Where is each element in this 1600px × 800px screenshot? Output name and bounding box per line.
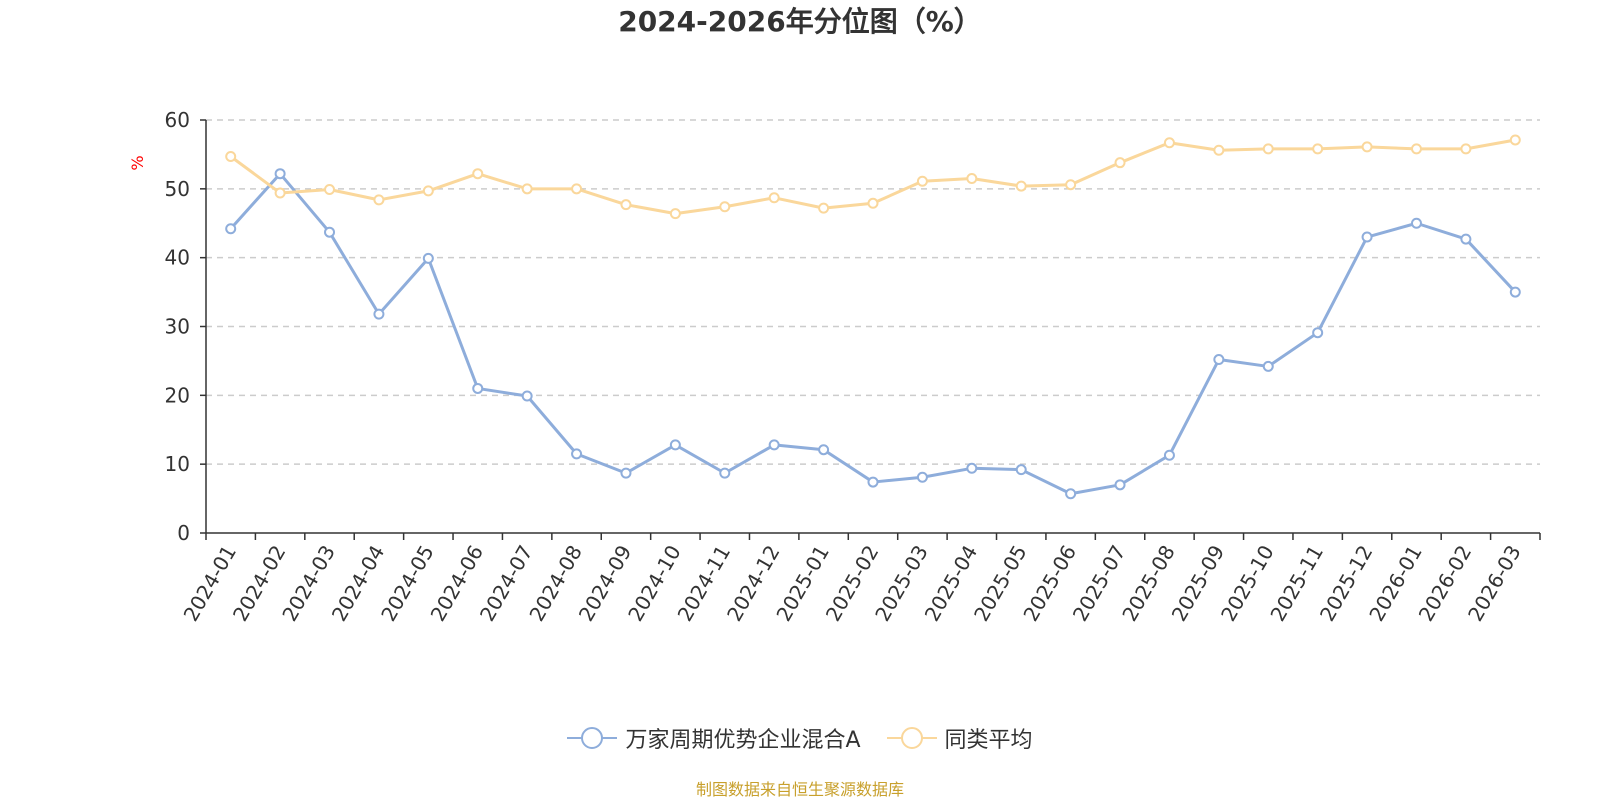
chart-title: 2024-2026年分位图（%） — [618, 5, 982, 38]
data-point-series-1 — [1065, 179, 1077, 191]
legend-label-fund: 万家周期优势企业混合A — [625, 728, 861, 753]
data-point-series-1 — [373, 194, 385, 206]
data-point-series-1 — [1312, 143, 1324, 155]
data-point-series-0 — [521, 390, 533, 402]
data-point-series-0 — [274, 168, 286, 180]
data-point-series-0 — [1410, 217, 1422, 229]
y-tick-label: 60 — [165, 108, 190, 132]
data-point-series-0 — [1065, 488, 1077, 500]
y-tick-label: 10 — [165, 452, 190, 476]
axes — [200, 119, 1541, 540]
data-point-series-1 — [521, 183, 533, 195]
data-point-series-1 — [620, 199, 632, 211]
data-point-series-1 — [571, 183, 583, 195]
legend-label-peer-average: 同类平均 — [944, 728, 1033, 753]
data-point-series-1 — [916, 175, 928, 187]
data-point-series-0 — [1213, 354, 1225, 366]
data-point-series-1 — [669, 208, 681, 220]
data-point-series-0 — [620, 467, 632, 479]
legend-item-peer-average[interactable]: 同类平均 — [886, 722, 1033, 754]
source-note: 制图数据来自恒生聚源数据库 — [695, 780, 904, 799]
data-point-series-0 — [916, 471, 928, 483]
data-point-series-0 — [1163, 449, 1175, 461]
y-tick-label: 40 — [165, 246, 190, 270]
data-point-series-0 — [1312, 327, 1324, 339]
legend-item-fund[interactable]: 万家周期优势企业混合A — [567, 722, 861, 754]
data-point-series-0 — [324, 226, 336, 238]
data-point-series-1 — [324, 184, 336, 196]
y-tick-label: 20 — [165, 383, 190, 407]
data-point-series-1 — [1460, 143, 1472, 155]
data-point-series-0 — [1361, 231, 1373, 243]
data-point-series-1 — [867, 197, 879, 209]
data-point-series-1 — [818, 202, 830, 214]
y-axis-ticks: 0 10 20 30 40 50 60 — [165, 108, 190, 545]
data-point-series-0 — [1262, 360, 1274, 372]
y-tick-label: 30 — [165, 315, 190, 339]
y-tick-label: 50 — [165, 177, 190, 201]
data-point-series-0 — [225, 223, 237, 235]
data-point-series-1 — [1410, 143, 1422, 155]
data-point-series-0 — [669, 439, 681, 451]
legend-marker-peer-average — [886, 727, 937, 749]
data-point-series-1 — [1015, 180, 1027, 192]
data-point-series-1 — [1361, 141, 1373, 153]
data-point-series-0 — [373, 308, 385, 320]
data-point-series-1 — [1213, 144, 1225, 156]
x-axis-ticks: 2024-012024-022024-032024-042024-052024-… — [179, 541, 1526, 625]
legend: 万家周期优势企业混合A 同类平均 — [0, 720, 1600, 756]
data-point-series-0 — [768, 439, 780, 451]
legend-marker-fund — [567, 727, 618, 749]
data-point-series-0 — [719, 467, 731, 479]
y-tick-label: 0 — [177, 521, 190, 545]
data-point-series-0 — [571, 448, 583, 460]
data-point-series-1 — [1163, 137, 1175, 149]
data-point-series-0 — [1460, 233, 1472, 245]
data-point-series-1 — [1509, 134, 1521, 146]
data-point-series-1 — [1262, 143, 1274, 155]
data-point-series-1 — [768, 192, 780, 204]
data-point-series-0 — [966, 462, 978, 474]
data-point-series-1 — [1114, 157, 1126, 169]
data-point-series-0 — [1114, 479, 1126, 491]
series-lines — [225, 134, 1521, 500]
data-point-series-1 — [719, 201, 731, 213]
data-point-series-0 — [1015, 464, 1027, 476]
data-point-series-0 — [1509, 286, 1521, 298]
data-point-series-0 — [867, 476, 879, 488]
data-point-series-0 — [818, 444, 830, 456]
data-point-series-1 — [225, 150, 237, 162]
data-point-series-1 — [472, 168, 484, 180]
y-axis-label: % — [128, 155, 147, 170]
data-point-series-1 — [966, 173, 978, 185]
data-point-series-0 — [422, 252, 434, 264]
data-point-series-0 — [472, 382, 484, 394]
data-point-series-1 — [274, 187, 286, 199]
data-point-series-1 — [422, 185, 434, 197]
